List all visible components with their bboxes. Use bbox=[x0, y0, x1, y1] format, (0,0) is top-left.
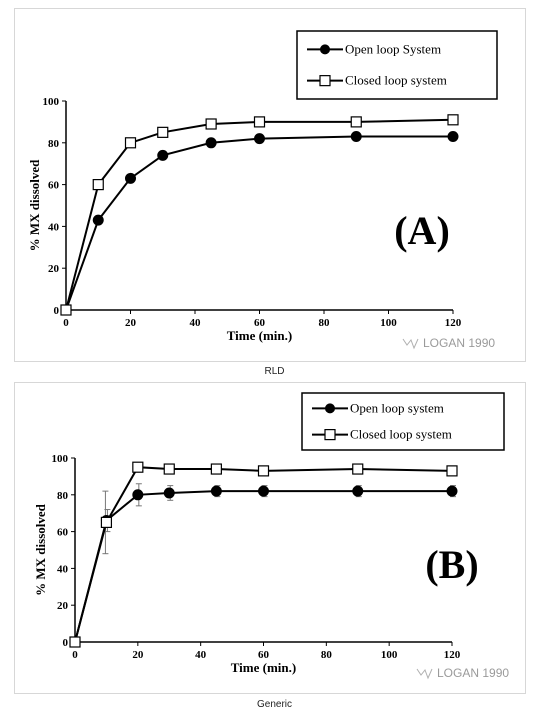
legend-marker-closed-loop bbox=[319, 75, 331, 87]
closed-loop-point bbox=[100, 516, 113, 528]
x-tick-label: 100 bbox=[381, 649, 398, 661]
open-loop-point bbox=[446, 485, 458, 497]
x-tick-label: 80 bbox=[321, 649, 333, 661]
closed-loop-point bbox=[92, 179, 104, 191]
closed-loop-point bbox=[163, 463, 175, 475]
closed-loop-point bbox=[446, 465, 458, 477]
watermark-icon bbox=[416, 668, 433, 680]
closed-loop-point bbox=[350, 116, 362, 128]
y-tick-label: 60 bbox=[48, 180, 60, 192]
series-line bbox=[65, 135, 453, 311]
open-loop-point bbox=[352, 485, 364, 497]
legend-marker-open-loop bbox=[325, 403, 335, 414]
chart-panel-b: 0 20 40 60 80 100 0 20 40 60 80 100 120 Time (min.) % … bbox=[14, 382, 526, 694]
open-loop-point bbox=[163, 487, 175, 499]
series-line bbox=[65, 118, 454, 311]
closed-loop-point bbox=[253, 116, 266, 128]
watermark-icon bbox=[402, 338, 419, 350]
y-tick-label: 80 bbox=[48, 138, 60, 150]
legend-label: Closed loop system bbox=[345, 73, 447, 88]
y-tick-label: 0 bbox=[54, 305, 60, 317]
legend-label: Closed loop system bbox=[350, 427, 452, 442]
chart-panel-a: 0 20 40 60 80 100 0 20 40 60 80 100 120 Time (min.) % … bbox=[14, 8, 526, 362]
open-loop-point bbox=[350, 131, 362, 143]
x-tick-label: 40 bbox=[190, 317, 202, 329]
closed-loop-point bbox=[205, 118, 217, 130]
open-loop-point bbox=[132, 489, 144, 501]
closed-loop-point bbox=[352, 463, 364, 475]
y-tick-label: 60 bbox=[57, 527, 69, 539]
legend-marker-closed-loop bbox=[324, 429, 336, 441]
x-axis-title: Time (min.) bbox=[231, 660, 296, 675]
closed-loop-point bbox=[157, 126, 169, 138]
x-tick-label: 120 bbox=[445, 317, 462, 329]
x-tick-label: 80 bbox=[319, 317, 331, 329]
y-tick-label: 100 bbox=[43, 96, 60, 108]
legend-box bbox=[296, 30, 498, 100]
x-tick-label: 0 bbox=[63, 317, 69, 329]
y-tick-label: 100 bbox=[52, 453, 69, 465]
series-line bbox=[74, 466, 453, 643]
caption-rld: RLD bbox=[264, 366, 285, 377]
legend-label: Open loop system bbox=[350, 400, 444, 415]
x-tick-label: 0 bbox=[72, 649, 78, 661]
y-tick-label: 80 bbox=[57, 490, 69, 502]
open-loop-point bbox=[447, 131, 459, 143]
y-tick-label: 20 bbox=[57, 600, 69, 612]
open-loop-point bbox=[92, 214, 104, 226]
y-tick-label: 20 bbox=[48, 263, 60, 275]
open-loop-point bbox=[254, 133, 265, 145]
legend-marker-open-loop bbox=[320, 44, 330, 55]
x-tick-label: 120 bbox=[444, 649, 461, 661]
y-tick-label: 40 bbox=[48, 221, 60, 233]
x-tick-label: 20 bbox=[132, 649, 144, 661]
y-axis-title: % MX dissolved bbox=[27, 159, 42, 252]
watermark-text: LOGAN 1990 bbox=[423, 336, 495, 350]
closed-loop-point bbox=[210, 463, 222, 475]
closed-loop-point bbox=[447, 114, 459, 126]
y-tick-label: 40 bbox=[57, 563, 69, 575]
open-loop-point bbox=[210, 485, 222, 497]
open-loop-point bbox=[125, 172, 136, 184]
x-tick-label: 40 bbox=[195, 649, 207, 661]
x-tick-label: 60 bbox=[254, 317, 266, 329]
y-axis-title: % MX dissolved bbox=[33, 503, 48, 596]
panel-label: (B) bbox=[425, 542, 478, 587]
series-line bbox=[74, 490, 452, 643]
closed-loop-point bbox=[124, 137, 137, 149]
closed-loop-point bbox=[132, 461, 144, 473]
watermark-text: LOGAN 1990 bbox=[437, 666, 509, 680]
chart-b-svg: 0 20 40 60 80 100 0 20 40 60 80 100 120 Time (min.) % … bbox=[33, 392, 509, 680]
caption-generic: Generic bbox=[256, 699, 292, 710]
x-tick-label: 100 bbox=[380, 317, 397, 329]
open-loop-point bbox=[205, 137, 217, 149]
panel-label: (A) bbox=[394, 208, 450, 253]
closed-loop-point bbox=[60, 304, 72, 316]
x-tick-label: 60 bbox=[258, 649, 270, 661]
legend-label: Open loop System bbox=[345, 41, 441, 56]
open-loop-point bbox=[258, 485, 269, 497]
chart-a-svg: 0 20 40 60 80 100 0 20 40 60 80 100 120 Time (min.) % … bbox=[27, 30, 498, 350]
y-tick-label: 0 bbox=[63, 637, 69, 649]
x-tick-label: 20 bbox=[125, 317, 137, 329]
x-axis-title: Time (min.) bbox=[227, 328, 292, 343]
legend-box bbox=[301, 392, 505, 451]
closed-loop-point bbox=[69, 636, 81, 648]
open-loop-point bbox=[157, 149, 169, 161]
closed-loop-point bbox=[257, 465, 270, 477]
